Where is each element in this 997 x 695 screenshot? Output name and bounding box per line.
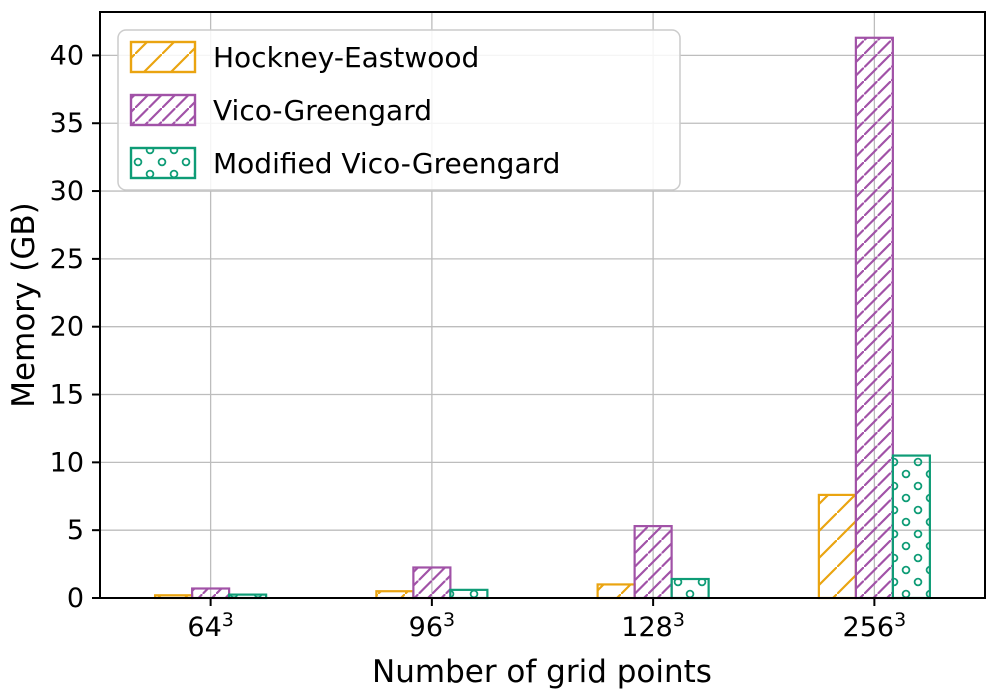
- legend-item-modified-vico-greengard: Modified Vico-Greengard: [129, 146, 560, 180]
- legend-item-vico-greengard: Vico-Greengard: [129, 93, 432, 127]
- y-tick-label: 10: [50, 447, 84, 478]
- legend-label: Hockney-Eastwood: [213, 41, 479, 74]
- legend-item-hockney-eastwood: Hockney-Eastwood: [129, 40, 479, 74]
- legend-box: [117, 29, 681, 191]
- bar-groups: [154, 36, 931, 600]
- y-tick-labels: 0 5 10 15 20 25 30 35 40: [50, 40, 84, 614]
- legend: Hockney-Eastwood Vico-Greengard Modified V…: [117, 29, 681, 191]
- x-tick-label: 963: [409, 609, 455, 643]
- legend-swatch: [129, 93, 197, 127]
- y-tick-label: 25: [50, 244, 84, 275]
- series-vico-greengard: [191, 36, 894, 600]
- y-tick-label: 40: [50, 40, 84, 71]
- bar: [891, 454, 931, 600]
- y-tick-label: 35: [50, 108, 84, 139]
- legend-swatch: [129, 40, 197, 74]
- x-tick-label: 2563: [843, 609, 907, 643]
- bar: [817, 493, 857, 600]
- legend-label: Modified Vico-Greengard: [213, 147, 560, 180]
- plot-frame: [99, 11, 986, 599]
- series-modified-vico-greengard: [228, 454, 931, 600]
- series-hockney-eastwood: [154, 493, 857, 600]
- y-tick-label: 30: [50, 176, 84, 207]
- bar: [633, 525, 673, 600]
- y-tick-label: 20: [50, 312, 84, 343]
- bar: [670, 577, 710, 600]
- bar: [412, 566, 452, 600]
- y-tick-label: 15: [50, 380, 84, 411]
- x-axis-label: Number of grid points: [372, 654, 712, 690]
- bar: [596, 583, 636, 600]
- bar: [191, 587, 231, 600]
- y-tick-label: 5: [67, 515, 84, 546]
- bar: [375, 590, 415, 600]
- x-tick-label: 643: [187, 609, 233, 643]
- bar: [854, 36, 894, 600]
- legend-label: Vico-Greengard: [213, 94, 432, 127]
- bar: [449, 588, 489, 600]
- x-tick-labels: 643 963 1283 2563: [187, 609, 906, 643]
- y-tick-label: 0: [67, 583, 84, 614]
- legend-swatch: [129, 146, 197, 180]
- axis-tick-marks: [92, 54, 876, 606]
- x-tick-label: 1283: [621, 609, 685, 643]
- y-axis-label: Memory (GB): [6, 202, 42, 407]
